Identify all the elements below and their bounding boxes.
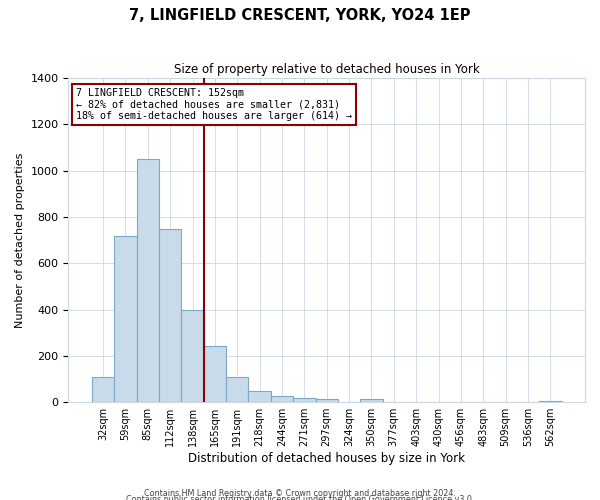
Text: Contains public sector information licensed under the Open Government Licence v3: Contains public sector information licen… (126, 495, 474, 500)
Bar (226, 376, 248, 402)
Bar (204, 346, 226, 402)
Text: 7 LINGFIELD CRESCENT: 152sqm
← 82% of detached houses are smaller (2,831)
18% of: 7 LINGFIELD CRESCENT: 152sqm ← 82% of de… (76, 88, 352, 121)
Title: Size of property relative to detached houses in York: Size of property relative to detached ho… (174, 62, 479, 76)
Bar (539, 401, 562, 402)
Bar (92, 378, 114, 402)
Y-axis label: Number of detached properties: Number of detached properties (15, 152, 25, 328)
Bar (114, 236, 137, 402)
Bar (293, 398, 316, 402)
Text: Contains HM Land Registry data © Crown copyright and database right 2024.: Contains HM Land Registry data © Crown c… (144, 488, 456, 498)
Bar (316, 398, 338, 402)
Bar (360, 398, 383, 402)
Bar (271, 396, 293, 402)
Text: 7, LINGFIELD CRESCENT, YORK, YO24 1EP: 7, LINGFIELD CRESCENT, YORK, YO24 1EP (129, 8, 471, 22)
X-axis label: Distribution of detached houses by size in York: Distribution of detached houses by size … (188, 452, 465, 465)
Bar (159, 229, 181, 402)
Bar (137, 159, 159, 402)
Bar (181, 310, 204, 402)
Bar (248, 391, 271, 402)
